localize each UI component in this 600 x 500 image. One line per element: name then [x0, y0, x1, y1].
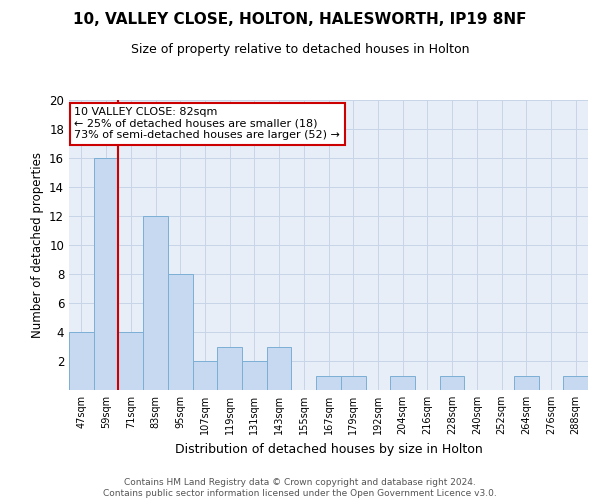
Bar [193, 361, 217, 390]
Bar [217, 346, 242, 390]
Bar [267, 346, 292, 390]
Bar [69, 332, 94, 390]
Bar [341, 376, 365, 390]
Bar [242, 361, 267, 390]
Text: 10 VALLEY CLOSE: 82sqm
← 25% of detached houses are smaller (18)
73% of semi-det: 10 VALLEY CLOSE: 82sqm ← 25% of detached… [74, 108, 340, 140]
Text: Contains HM Land Registry data © Crown copyright and database right 2024.
Contai: Contains HM Land Registry data © Crown c… [103, 478, 497, 498]
Bar [168, 274, 193, 390]
Bar [118, 332, 143, 390]
Bar [94, 158, 118, 390]
X-axis label: Distribution of detached houses by size in Holton: Distribution of detached houses by size … [175, 442, 482, 456]
Y-axis label: Number of detached properties: Number of detached properties [31, 152, 44, 338]
Bar [143, 216, 168, 390]
Bar [440, 376, 464, 390]
Text: Size of property relative to detached houses in Holton: Size of property relative to detached ho… [131, 42, 469, 56]
Bar [514, 376, 539, 390]
Text: 10, VALLEY CLOSE, HOLTON, HALESWORTH, IP19 8NF: 10, VALLEY CLOSE, HOLTON, HALESWORTH, IP… [73, 12, 527, 28]
Bar [390, 376, 415, 390]
Bar [316, 376, 341, 390]
Bar [563, 376, 588, 390]
